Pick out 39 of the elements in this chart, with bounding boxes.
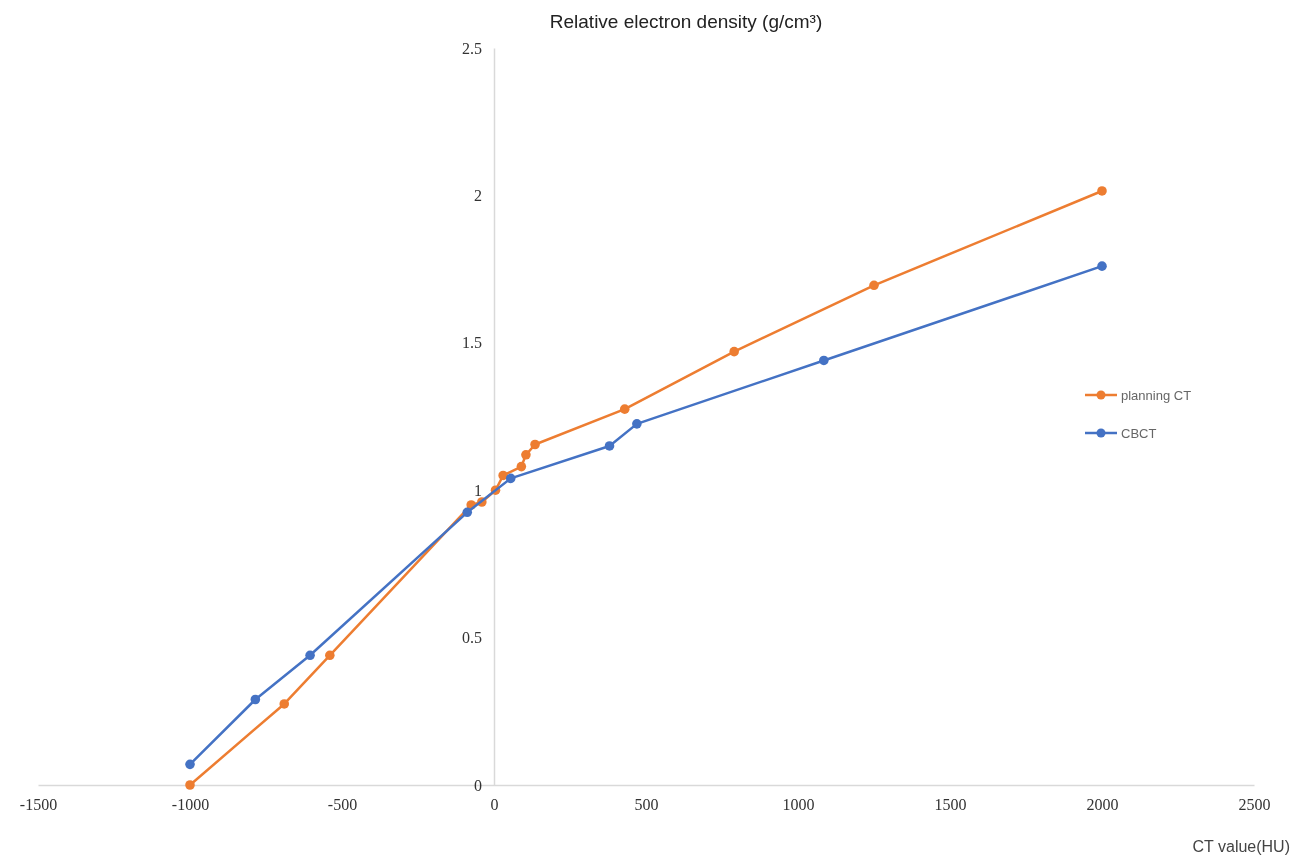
point bbox=[516, 461, 527, 472]
point bbox=[819, 355, 829, 366]
x-tick-label: 1000 bbox=[782, 796, 815, 814]
y-tick-label: 1 bbox=[474, 481, 482, 499]
point bbox=[498, 470, 508, 481]
y-tick-label: 0 bbox=[474, 776, 482, 794]
x-tick-label: -500 bbox=[327, 796, 358, 814]
y-tick-label: 0.5 bbox=[462, 629, 482, 647]
point bbox=[305, 650, 315, 661]
point bbox=[729, 346, 739, 357]
x-tick-label: 2500 bbox=[1238, 796, 1271, 814]
legend-label: planning CT bbox=[1121, 387, 1192, 403]
x-axis-title: CT value(HU) bbox=[1192, 838, 1290, 855]
point bbox=[185, 759, 195, 770]
point bbox=[632, 419, 642, 429]
x-tick-label: 1500 bbox=[934, 796, 967, 814]
point bbox=[505, 473, 516, 484]
point bbox=[185, 780, 195, 790]
point bbox=[604, 441, 615, 451]
point bbox=[250, 694, 261, 705]
point bbox=[462, 507, 473, 518]
y-tick-label: 1.5 bbox=[462, 334, 482, 352]
point bbox=[869, 280, 879, 291]
legend-label: CBCT bbox=[1121, 425, 1157, 441]
y-tick-label: 2 bbox=[474, 187, 482, 205]
point bbox=[279, 699, 290, 709]
y-tick-label: 2.5 bbox=[462, 39, 482, 57]
x-tick-label: -1000 bbox=[171, 796, 210, 814]
point bbox=[1097, 186, 1107, 196]
point bbox=[530, 439, 540, 450]
x-tick-label: -1500 bbox=[19, 796, 58, 814]
x-tick-label: 500 bbox=[634, 796, 659, 814]
point bbox=[521, 450, 531, 460]
x-tick-label: 2000 bbox=[1086, 796, 1119, 814]
y-axis-title: Relative electron density (g/cm³) bbox=[549, 11, 823, 32]
point bbox=[1097, 261, 1107, 271]
point bbox=[619, 404, 630, 414]
x-tick-label: 0 bbox=[490, 796, 499, 814]
point bbox=[325, 650, 335, 661]
